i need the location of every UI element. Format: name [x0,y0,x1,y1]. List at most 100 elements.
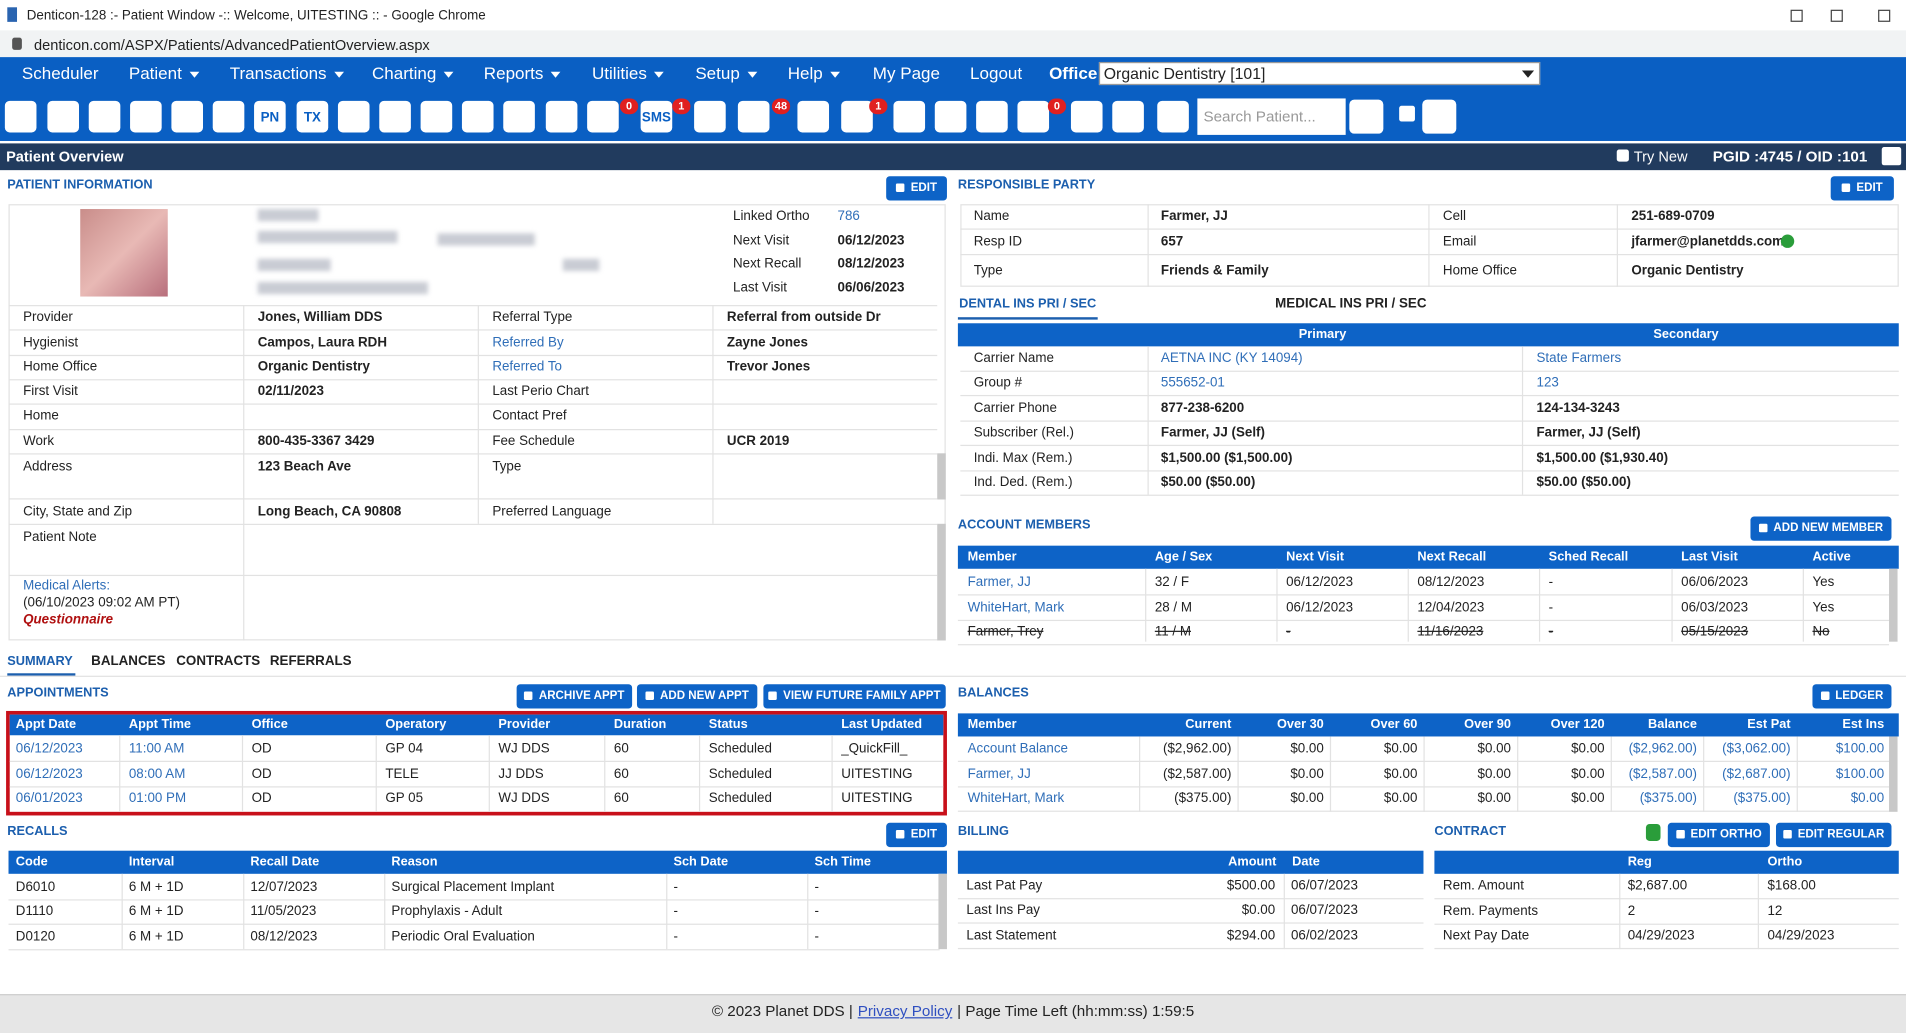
column-header: Recall Date [250,854,320,869]
office-value[interactable]: Organic Dentistry [101] [1103,64,1266,83]
column-divider [1757,873,1759,950]
column-header: Last Visit [1681,549,1738,564]
cell: ($2,962.00) [1163,741,1232,756]
tab[interactable]: CONTRACTS [176,653,261,669]
menu-item[interactable]: Transactions [230,63,344,82]
button[interactable]: EDIT [1830,176,1894,201]
toolbar-icon[interactable] [88,100,121,133]
tab[interactable]: REFERRALS [269,653,352,669]
toolbar-icon[interactable] [171,100,204,133]
toolbar-icon[interactable] [640,100,673,133]
table-header [957,545,1899,569]
cell: 08/12/2023 [1417,574,1485,590]
search-box[interactable] [1197,98,1346,135]
toolbar-icon[interactable] [694,100,726,133]
menu-item[interactable]: Logout [970,63,1023,83]
toolbar-icon[interactable] [1017,100,1050,133]
table-header [8,850,947,874]
toolbar-icon[interactable] [254,100,286,133]
column-header: Code [15,854,48,869]
tab[interactable]: BALANCES [91,653,166,669]
toolbar-icon[interactable] [296,100,329,133]
cell: AETNA INC (KY 14094) [1160,351,1303,366]
label: Rem. Payments [1442,904,1539,919]
toolbar-icon[interactable] [461,100,494,133]
tab[interactable]: SUMMARY [7,653,73,669]
menu-item[interactable]: Setup [695,63,757,82]
toolbar-icon[interactable] [893,100,926,133]
button[interactable]: ADD NEW MEMBER [1750,516,1892,541]
column-divider [1147,346,1149,495]
column-header: Age / Sex [1154,549,1213,564]
toolbar-icon[interactable] [212,100,245,133]
toolbar-icon[interactable] [797,100,830,133]
menu-item[interactable]: Charting [372,63,453,82]
button[interactable]: ADD NEW APPT [636,684,758,709]
icon-text: SMS [641,110,671,126]
label: Group # [973,376,1023,391]
button[interactable]: ARCHIVE APPT [516,684,633,709]
button[interactable]: EDIT [886,822,947,848]
row-divider [8,923,940,925]
cell: - [1548,624,1554,640]
toolbar-icon[interactable] [737,100,770,133]
toolbar-icon[interactable] [1112,100,1144,133]
button[interactable]: EDIT [886,176,947,201]
cell: 08:00 AM [128,766,186,782]
row-divider [8,354,938,357]
badge: 0 [1047,98,1067,115]
toolbar-icon[interactable] [545,100,578,133]
icon-text: TX [303,110,321,126]
field-label: Name [973,209,1010,224]
cell: D0120 [15,929,56,945]
cell: 06/07/2023 [1290,878,1358,894]
column-header: Current [1185,717,1232,732]
menu-item[interactable]: Reports [484,63,561,82]
cell: UITESTING [841,791,913,806]
cell: UITESTING [841,766,913,782]
toolbar-icon[interactable] [130,100,162,133]
table-header [957,850,1424,874]
toolbar-icon[interactable] [1070,100,1103,133]
button[interactable]: EDIT REGULAR [1775,822,1892,848]
medical-alerts-date: (06/10/2023 09:02 AM PT) [23,595,180,611]
menu-item[interactable]: Help [788,63,840,82]
checkbox [1399,105,1415,122]
tab[interactable]: MEDICAL INS PRI / SEC [1275,296,1427,312]
row-divider [8,453,938,455]
label: Last Statement [966,928,1057,944]
toolbar-icon[interactable] [337,100,370,133]
cell: 11/05/2023 [250,904,317,919]
menu-item[interactable]: Utilities [592,63,664,82]
office-select[interactable] [1098,61,1541,86]
toolbar-icon[interactable] [47,100,80,133]
menu-item[interactable]: Scheduler [21,63,99,83]
cell: Farmer, JJ [967,766,1031,782]
medical-alerts-label: Medical Alerts: [23,578,111,594]
field-value: Long Beach, CA 90808 [257,504,402,519]
toolbar-icon[interactable] [587,100,619,133]
toolbar-icon[interactable] [379,100,411,133]
privacy-link[interactable]: Privacy Policy [857,1002,953,1020]
cell: Farmer, Trey [967,624,1044,640]
button[interactable]: VIEW FUTURE FAMILY APPT [763,684,946,709]
toolbar-icon[interactable] [4,100,37,133]
field-value: Organic Dentistry [257,359,370,375]
button[interactable]: EDIT ORTHO [1667,822,1770,848]
toolbar-icon[interactable] [420,100,453,133]
menu-item[interactable]: Patient [129,63,199,82]
cell: 60 [613,741,629,756]
toolbar-icon[interactable] [1157,100,1189,133]
toolbar-icon[interactable] [976,100,1008,133]
row-divider [8,429,938,431]
toolbar-icon[interactable] [934,100,967,133]
field-label: Resp ID [973,234,1023,250]
search-placeholder: Search Patient... [1203,108,1316,126]
toolbar-icon[interactable] [841,100,873,133]
column-header: Balance [1648,717,1697,732]
menu-item[interactable]: My Page [872,63,940,83]
tab[interactable]: DENTAL INS PRI / SEC [959,296,1097,312]
toolbar-icon[interactable] [503,100,535,133]
select-arrow [1521,70,1535,78]
button[interactable]: LEDGER [1812,684,1892,709]
